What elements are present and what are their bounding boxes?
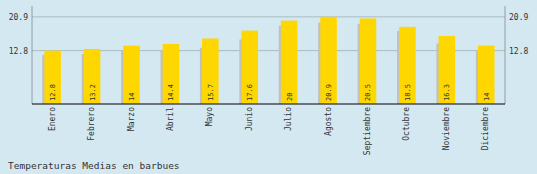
data-label: 15.7 (207, 84, 215, 101)
data-label: 16.3 (443, 84, 451, 101)
y-tick-label: 12.8 (9, 47, 28, 56)
bar (399, 27, 416, 104)
bar (360, 19, 377, 104)
y2-tick-label: 20.9 (509, 13, 528, 22)
grid-line (32, 16, 505, 17)
bar (123, 46, 140, 104)
bar (202, 39, 219, 104)
data-label: 20.5 (364, 84, 372, 101)
bar (84, 49, 101, 104)
data-label: 13.2 (89, 84, 97, 101)
x-tick-label: Diciembre (481, 107, 490, 151)
data-label: 14.4 (167, 84, 175, 101)
x-tick-label: Febrero (87, 107, 96, 141)
x-tick-label: Octubre (402, 107, 411, 141)
bar (241, 31, 258, 104)
data-label: 14 (483, 93, 491, 101)
x-tick-label: Agosto (324, 107, 333, 136)
x-tick-label: Julio (284, 107, 293, 131)
grid-line (32, 50, 505, 51)
data-label: 12.8 (49, 84, 57, 101)
data-label: 20.9 (325, 84, 333, 101)
x-tick-label: Enero (48, 107, 57, 131)
data-label: 14 (128, 93, 136, 101)
y2-axis-line (505, 6, 506, 104)
bar (478, 46, 495, 104)
bar (163, 44, 180, 104)
data-label: 17.6 (246, 84, 254, 101)
bars (42, 17, 494, 104)
bar (281, 21, 298, 104)
chart-svg: 12.8 13.2 14 14.4 15.7 17.6 20 20.9 20.5 18.5 16.3… (0, 0, 537, 174)
x-tick-label: Mayo (205, 107, 214, 126)
x-tick-label: Noviembre (442, 107, 451, 151)
title: Temperaturas Medias en barbues (8, 160, 180, 171)
chart-root: 12.8 13.2 14 14.4 15.7 17.6 20 20.9 20.5 18.5 16.3… (0, 0, 537, 174)
data-label: 18.5 (404, 84, 412, 101)
y-axis-line (32, 6, 33, 104)
data-label: 20 (286, 93, 294, 101)
x-tick-label: Marzo (127, 107, 136, 131)
y2-tick-label: 12.8 (509, 47, 528, 56)
bar (439, 36, 456, 104)
x-tick-label: Junio (245, 107, 254, 131)
bar (320, 17, 337, 104)
x-tick-label: Abril (166, 107, 175, 131)
bar (44, 51, 61, 104)
x-axis-line (32, 104, 505, 105)
y-tick-label: 20.9 (9, 13, 28, 22)
x-tick-label: Septiembre (363, 107, 372, 155)
